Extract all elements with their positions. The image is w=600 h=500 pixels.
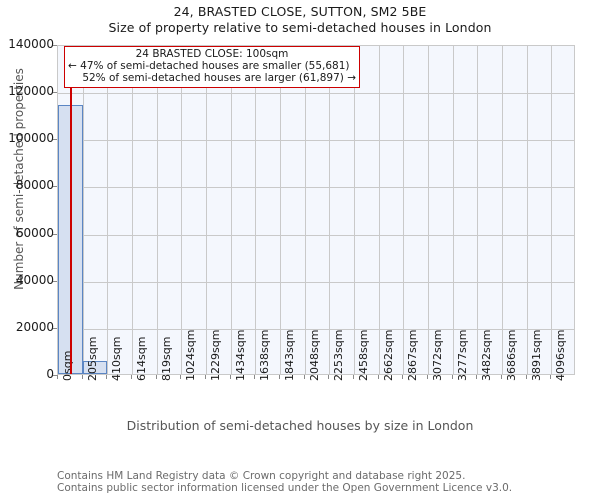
y-axis-tick-mark	[53, 45, 57, 46]
x-axis-tick-label: 2048sqm	[307, 329, 321, 381]
x-axis-tick-mark	[550, 375, 551, 379]
gridline-horizontal	[58, 328, 574, 330]
x-axis-tick-mark	[328, 375, 329, 379]
y-axis-tick-label: 140000	[8, 37, 54, 51]
y-axis-tick-mark	[53, 328, 57, 329]
x-axis-tick-label: 3072sqm	[431, 329, 444, 381]
x-axis-tick-label: 1638sqm	[258, 329, 272, 381]
chart-title: 24, BRASTED CLOSE, SUTTON, SM2 5BE	[173, 4, 427, 19]
gridline-vertical	[107, 46, 108, 374]
x-axis-tick-mark	[427, 375, 428, 379]
x-axis-tick-mark	[106, 375, 107, 379]
gridline-vertical	[428, 46, 429, 374]
x-axis-tick-mark	[205, 375, 206, 379]
y-axis-tick-mark	[53, 186, 57, 187]
x-axis-tick-mark	[526, 375, 527, 379]
x-axis-tick-mark	[452, 375, 453, 379]
property-annotation-box: 24 BRASTED CLOSE: 100sqm ← 47% of semi-d…	[64, 46, 360, 89]
x-axis-tick-label: 3686sqm	[505, 329, 518, 381]
gridline-vertical	[453, 46, 454, 374]
y-axis-tick-mark	[53, 234, 57, 235]
annotation-larger: 52% of semi-detached houses are larger (…	[82, 71, 356, 84]
gridline-vertical	[231, 46, 232, 374]
annotation-smaller: ← 47% of semi-detached houses are smalle…	[68, 59, 350, 72]
gridline-vertical	[157, 46, 158, 374]
gridline-vertical	[181, 46, 182, 374]
gridline-horizontal	[58, 281, 574, 283]
gridline-vertical	[477, 46, 478, 374]
x-axis-tick-mark	[378, 375, 379, 379]
x-axis-tick-label: 205sqm	[85, 336, 99, 381]
x-axis-tick-label: 2253sqm	[332, 329, 346, 381]
x-axis-tick-label: 0sqm	[61, 350, 74, 381]
x-axis-tick-label: 2458sqm	[357, 329, 370, 381]
gridline-vertical	[527, 46, 528, 374]
gridline-vertical	[379, 46, 380, 374]
gridline-vertical	[502, 46, 503, 374]
y-axis-tick-mark	[53, 375, 57, 376]
x-axis-tick-mark	[353, 375, 354, 379]
x-axis-tick-label: 4096sqm	[554, 329, 568, 381]
x-axis-tick-label: 2662sqm	[381, 329, 395, 381]
y-axis-tick-label: 60000	[15, 225, 54, 240]
x-axis-tick-label: 3891sqm	[529, 329, 543, 381]
y-axis-tick-label: 40000	[15, 272, 54, 287]
x-axis-tick-mark	[156, 375, 157, 379]
x-axis-tick-mark	[131, 375, 132, 379]
y-axis-tick-label: 20000	[15, 319, 54, 334]
property-marker-line	[70, 46, 72, 374]
footer-attribution: Contains HM Land Registry data © Crown c…	[57, 470, 587, 494]
y-axis-tick-label: 0	[46, 367, 54, 381]
gridline-horizontal	[58, 140, 574, 142]
y-axis-tick-label: 100000	[8, 131, 54, 146]
histogram-bar	[82, 361, 108, 374]
gridline-vertical	[255, 46, 256, 374]
y-axis-tick-label: 80000	[15, 178, 54, 193]
x-axis-tick-mark	[254, 375, 255, 379]
gridline-vertical	[83, 46, 84, 374]
x-axis-label: Distribution of semi-detached houses by …	[126, 418, 474, 433]
x-axis-tick-mark	[501, 375, 502, 379]
y-axis-tick-label: 120000	[8, 84, 54, 99]
x-axis-tick-label: 3277sqm	[455, 329, 469, 381]
gridline-vertical	[329, 46, 330, 374]
gridline-vertical	[132, 46, 133, 374]
x-axis-tick-mark	[57, 375, 58, 379]
x-axis-tick-label: 1434sqm	[233, 329, 247, 381]
y-axis-tick-mark	[53, 281, 57, 282]
x-axis-tick-mark	[304, 375, 305, 379]
x-axis-tick-mark	[180, 375, 181, 379]
gridline-vertical	[206, 46, 207, 374]
gridline-vertical	[551, 46, 552, 374]
annotation-title: 24 BRASTED CLOSE: 100sqm	[135, 48, 289, 60]
x-axis-tick-mark	[82, 375, 83, 379]
x-axis-tick-label: 410sqm	[110, 336, 124, 381]
plot-area	[57, 45, 575, 375]
gridline-horizontal	[58, 234, 574, 236]
x-axis-tick-label: 2867sqm	[406, 329, 420, 381]
x-axis-tick-mark	[402, 375, 403, 379]
gridline-vertical	[354, 46, 355, 374]
gridline-vertical	[280, 46, 281, 374]
y-axis-tick-mark	[53, 139, 57, 140]
gridline-horizontal	[58, 187, 574, 189]
gridline-vertical	[305, 46, 306, 374]
x-axis-tick-label: 819sqm	[159, 336, 173, 381]
chart-subtitle: Size of property relative to semi-detach…	[108, 20, 492, 35]
footer-line-1: Contains HM Land Registry data © Crown c…	[57, 470, 466, 482]
x-axis-tick-label: 1229sqm	[209, 329, 222, 381]
gridline-horizontal	[58, 93, 574, 95]
x-axis-tick-mark	[230, 375, 231, 379]
x-axis-tick-mark	[279, 375, 280, 379]
x-axis-tick-label: 3482sqm	[480, 329, 494, 381]
x-axis-tick-label: 1843sqm	[283, 329, 296, 381]
y-axis-tick-mark	[53, 92, 57, 93]
x-axis-tick-label: 1024sqm	[184, 329, 198, 381]
gridline-vertical	[403, 46, 404, 374]
x-axis-tick-mark	[476, 375, 477, 379]
x-axis-tick-label: 614sqm	[135, 336, 148, 381]
footer-line-2: Contains public sector information licen…	[57, 482, 513, 494]
